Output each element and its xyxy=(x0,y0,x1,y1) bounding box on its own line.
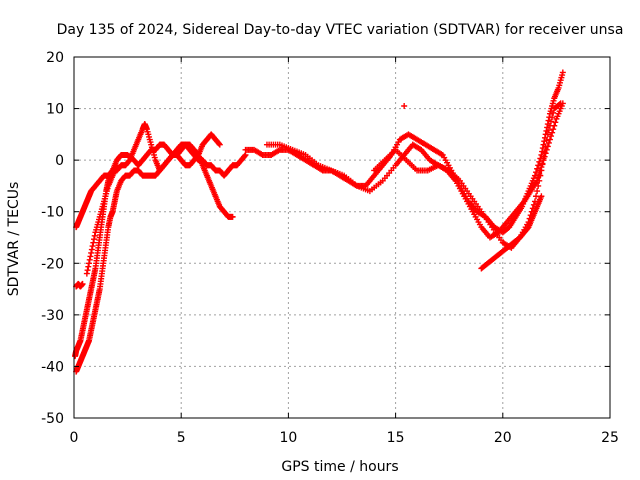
data-point xyxy=(559,69,566,76)
data-point xyxy=(401,102,408,109)
data-point xyxy=(540,155,547,162)
data-point xyxy=(531,172,538,179)
data-point xyxy=(90,239,97,246)
x-tick-label: 5 xyxy=(177,430,186,446)
data-point xyxy=(536,177,543,184)
data-point xyxy=(91,236,98,243)
data-point xyxy=(542,150,549,157)
data-point xyxy=(557,100,564,107)
data-point xyxy=(216,141,223,148)
data-point xyxy=(536,158,543,165)
data-point xyxy=(87,253,94,260)
data-point xyxy=(89,243,96,250)
data-point xyxy=(550,109,557,116)
data-point xyxy=(549,114,556,121)
x-tick-label: 0 xyxy=(70,430,79,446)
data-point xyxy=(88,246,95,253)
data-point xyxy=(533,193,540,200)
data-point xyxy=(241,152,248,159)
y-tick-label: -20 xyxy=(41,256,64,272)
data-point xyxy=(541,149,548,156)
data-points xyxy=(72,69,566,375)
data-point xyxy=(113,162,120,169)
plot-frame xyxy=(73,56,611,419)
data-point xyxy=(533,169,540,176)
data-point xyxy=(538,151,545,158)
data-point xyxy=(216,140,223,147)
data-point xyxy=(548,118,555,125)
data-point xyxy=(546,136,553,143)
data-point xyxy=(86,256,93,263)
x-tick-label: 25 xyxy=(601,430,619,446)
data-point xyxy=(535,162,542,169)
data-point xyxy=(556,101,563,108)
x-tick-label: 15 xyxy=(387,430,405,446)
y-tick-label: -30 xyxy=(41,308,64,324)
data-point xyxy=(552,119,559,126)
data-point xyxy=(538,193,545,200)
data-point xyxy=(542,143,549,150)
chart-title: Day 135 of 2024, Sidereal Day-to-day VTE… xyxy=(57,22,624,38)
x-tick-label: 20 xyxy=(494,430,512,446)
y-tick-label: -50 xyxy=(41,411,64,427)
data-point xyxy=(550,126,557,133)
y-tick-label: 20 xyxy=(46,50,64,66)
data-point xyxy=(88,249,95,256)
data-point xyxy=(546,122,553,129)
data-point xyxy=(534,165,541,172)
ticks: 0 5 10 15 20 25 -50 -40 -30 -20 -10 0 10 20 xyxy=(41,50,619,446)
y-tick-label: 0 xyxy=(55,153,64,169)
data-point xyxy=(543,137,550,144)
data-point xyxy=(548,133,555,140)
data-point xyxy=(545,127,552,134)
y-tick-label: -40 xyxy=(41,359,64,375)
x-axis-label: GPS time / hours xyxy=(281,459,398,475)
data-point xyxy=(242,151,249,158)
data-point xyxy=(229,213,236,220)
data-point xyxy=(538,167,545,174)
y-tick-label: -10 xyxy=(41,205,64,221)
data-point xyxy=(91,232,98,239)
data-point xyxy=(537,172,544,179)
data-point xyxy=(539,161,546,168)
data-point xyxy=(549,129,556,136)
y-axis-label: SDTVAR / TECUs xyxy=(6,182,22,297)
data-point xyxy=(535,182,542,189)
axes xyxy=(73,56,611,419)
x-tick-label: 10 xyxy=(279,430,297,446)
data-point xyxy=(86,260,93,267)
data-point xyxy=(534,188,541,195)
data-point xyxy=(84,267,91,274)
data-point xyxy=(83,270,90,277)
data-point xyxy=(544,131,551,138)
data-point xyxy=(79,280,86,287)
y-tick-label: 10 xyxy=(46,102,64,118)
data-point xyxy=(85,263,92,270)
